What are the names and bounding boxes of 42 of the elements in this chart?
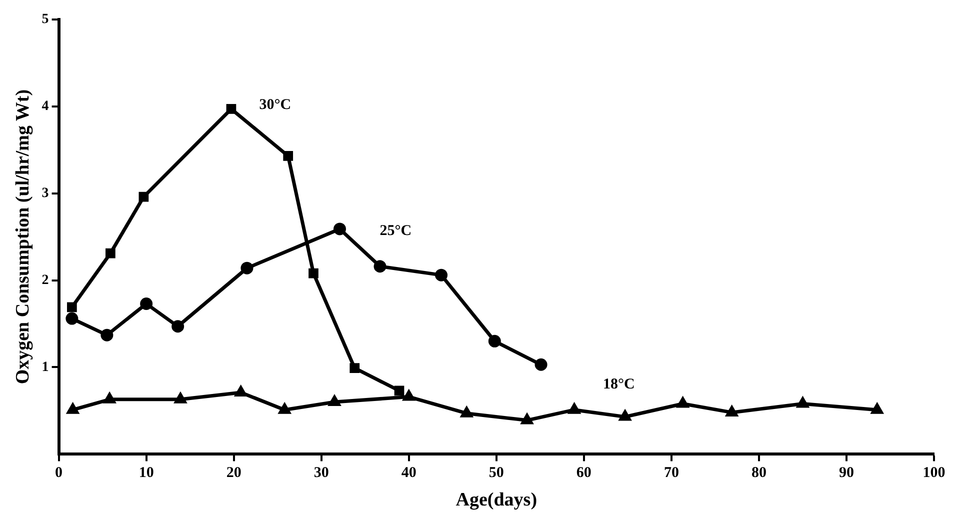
- x-tick-label: 10: [138, 465, 154, 482]
- x-tick-label: 0: [55, 465, 63, 482]
- x-tick-label: 90: [838, 465, 854, 482]
- point: [488, 334, 501, 348]
- series-label: 30°C: [259, 96, 292, 113]
- point: [435, 268, 448, 282]
- point: [350, 363, 360, 374]
- point: [308, 268, 318, 278]
- y-tick-label: 1: [42, 360, 49, 375]
- x-axis-title: Age(days): [456, 490, 538, 511]
- point: [328, 396, 340, 406]
- point: [172, 320, 184, 333]
- point: [333, 222, 346, 236]
- point: [283, 150, 294, 161]
- point: [226, 104, 236, 114]
- point: [726, 406, 738, 416]
- series-label: 25°C: [380, 222, 412, 239]
- point: [138, 192, 149, 202]
- y-tick-label: 3: [42, 186, 49, 201]
- x-tick-label: 80: [751, 465, 766, 482]
- point: [394, 386, 404, 396]
- point: [140, 298, 153, 310]
- x-tick-label: 70: [664, 465, 679, 482]
- point: [106, 248, 116, 258]
- x-tick-label: 60: [576, 465, 592, 482]
- x-tick-label: 20: [226, 465, 242, 482]
- y-tick-label: 4: [42, 98, 49, 114]
- point: [374, 260, 386, 273]
- series-label: 18°C: [603, 376, 635, 393]
- point: [66, 302, 77, 312]
- point: [66, 312, 78, 325]
- y-axis-title: Oxygen Consumption (ul/hr/mg Wt): [12, 89, 34, 384]
- x-tick-label: 50: [488, 465, 504, 482]
- point: [240, 262, 254, 274]
- x-tick-label: 40: [401, 465, 416, 482]
- x-tick-label: 30: [314, 465, 329, 482]
- point: [534, 358, 548, 371]
- point: [235, 386, 246, 396]
- x-tick-label: 100: [922, 465, 946, 482]
- point: [100, 328, 114, 342]
- y-tick-label: 5: [42, 12, 49, 28]
- y-tick-label: 2: [42, 272, 49, 288]
